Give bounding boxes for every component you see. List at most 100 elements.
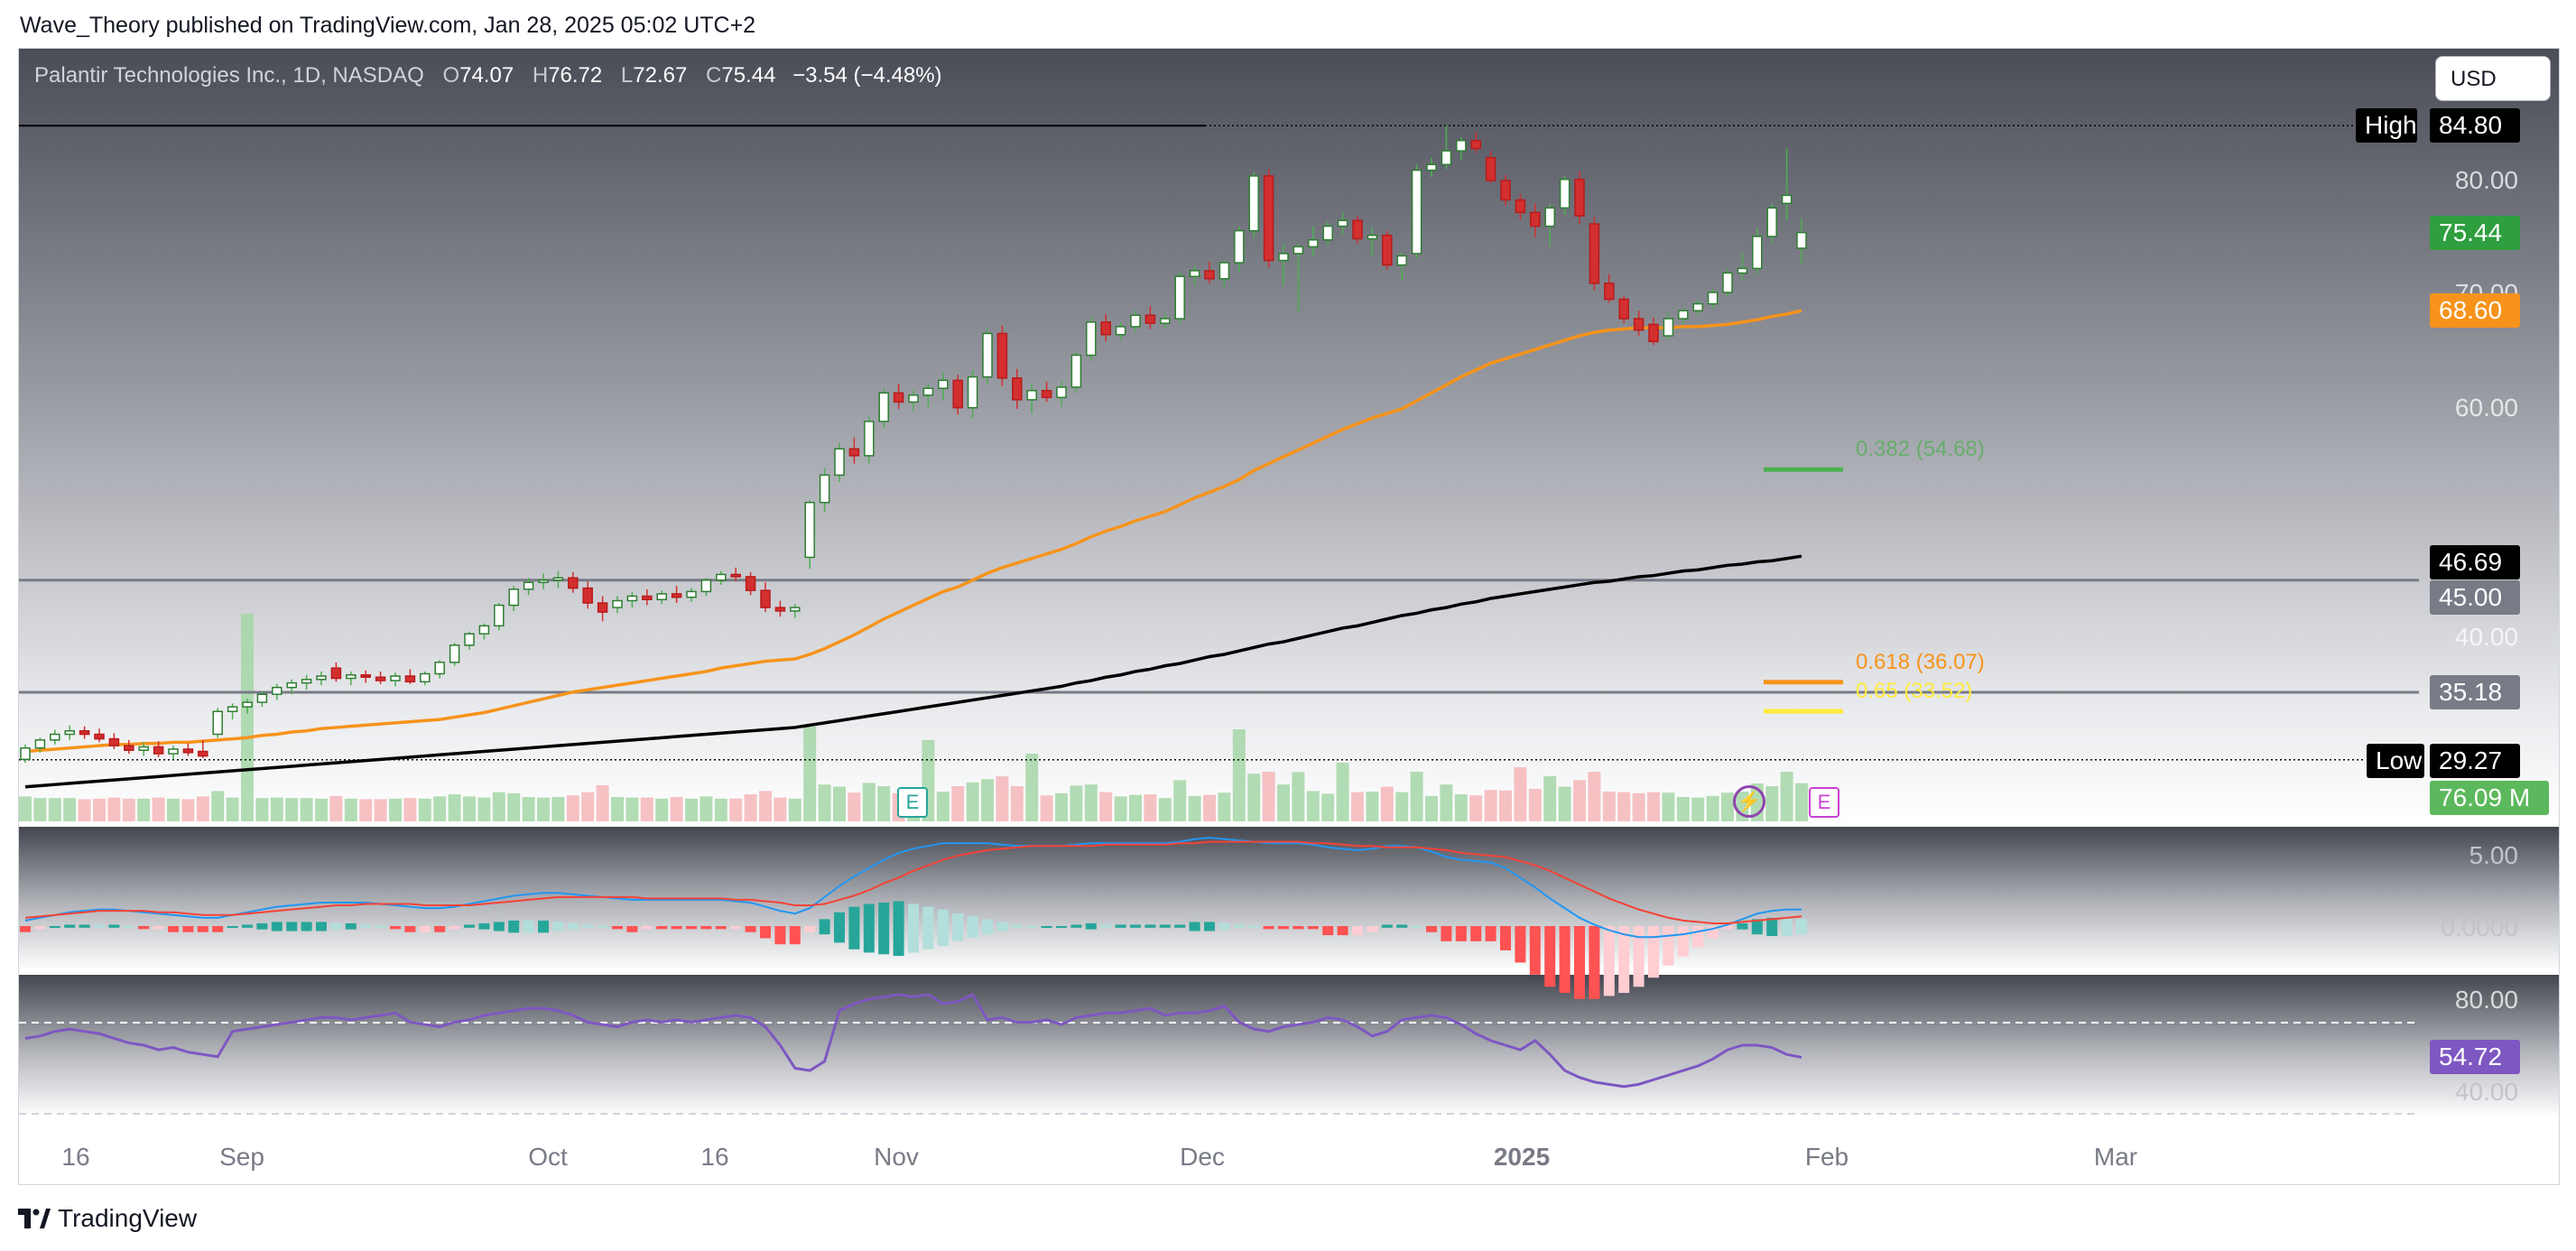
volume-bar	[241, 614, 254, 821]
candle-body	[1352, 219, 1363, 240]
x-label-dec: Dec	[1180, 1143, 1225, 1171]
volume-bar	[433, 796, 447, 821]
sma200-line	[24, 554, 1802, 789]
earnings-marker-past[interactable]: E	[897, 787, 928, 818]
macd-histogram-bar	[94, 924, 105, 928]
candle-body	[834, 448, 845, 477]
candle-body	[908, 394, 919, 403]
volume-bar	[107, 797, 121, 821]
volume-bar	[551, 797, 565, 821]
x-label-16-aug: 16	[61, 1143, 90, 1171]
x-label-16-oct: 16	[700, 1143, 729, 1171]
candle-body	[597, 602, 608, 613]
volume-bar	[403, 798, 417, 821]
tradingview-brand[interactable]: TradingView	[18, 1204, 197, 1233]
legend-change: −3.54 (−4.48%)	[792, 63, 942, 88]
volume-bar	[270, 797, 283, 821]
candle-body	[301, 679, 312, 684]
macd-histogram-bar	[878, 902, 890, 955]
volume-bar	[655, 798, 669, 821]
candle-body	[108, 737, 120, 746]
macd-histogram-bar	[1589, 926, 1600, 999]
candle-body	[1456, 139, 1467, 152]
levels-layer	[19, 125, 2419, 761]
macd-histogram-bar	[64, 924, 76, 928]
candle-body	[138, 746, 149, 751]
candle-body	[1382, 234, 1393, 266]
volume-bar	[1706, 795, 1719, 821]
volume-tag: 76.09 M	[2430, 781, 2549, 815]
macd-histogram-bar	[952, 913, 964, 941]
volume-bar	[877, 786, 891, 821]
macd-histogram-bar	[1574, 926, 1585, 999]
macd-axis-top: 5.00	[2469, 841, 2519, 869]
macd-histogram-bar	[982, 919, 993, 935]
candle-body	[938, 379, 949, 389]
macd-histogram-bar	[1677, 926, 1689, 957]
volume-bar	[63, 798, 77, 821]
volume-bar	[1454, 794, 1468, 821]
macd-histogram-bar	[434, 926, 446, 932]
volume-bar	[93, 798, 106, 821]
volume-bar	[818, 784, 831, 821]
volume-bar	[1602, 792, 1616, 821]
volume-bar	[1558, 786, 1571, 821]
macd-histogram-bar	[1011, 924, 1023, 928]
macd-histogram-bar	[686, 926, 697, 930]
candle-body	[1367, 234, 1378, 240]
volume-bar	[1055, 792, 1068, 821]
macd-histogram-bar	[1293, 926, 1304, 930]
candle-body	[626, 595, 638, 602]
volume-bar	[1306, 791, 1320, 821]
candle-body	[1322, 225, 1333, 241]
candle-body	[922, 387, 934, 396]
macd-histogram-bar	[375, 926, 386, 928]
volume-bar	[492, 792, 505, 821]
candle-body	[760, 589, 771, 608]
macd-histogram-bar	[1219, 922, 1230, 930]
price-axis-label-80: 80.00	[2454, 166, 2518, 194]
ema-line	[24, 309, 1802, 754]
macd-histogram-bar	[271, 922, 283, 931]
volume-bar	[1292, 772, 1305, 821]
volume-bar	[1588, 772, 1601, 821]
candle-body	[1144, 314, 1156, 324]
macd-histogram-bar	[1663, 926, 1674, 966]
candle-body	[1426, 163, 1437, 171]
legend-open: 74.07	[459, 63, 514, 88]
volume-bar	[744, 794, 757, 821]
legend-high: 76.72	[548, 63, 603, 88]
volume-bar	[1780, 772, 1793, 821]
macd-histogram-bar	[508, 920, 520, 933]
legend-open-label: O	[442, 63, 460, 88]
macd-histogram-bar	[182, 926, 194, 932]
volume-bar	[1025, 754, 1039, 821]
x-label-2025: 2025	[1493, 1143, 1551, 1171]
candle-body	[1189, 270, 1200, 278]
volume-bar	[137, 798, 151, 821]
candle-body	[198, 750, 208, 757]
volume-bar	[1632, 792, 1645, 821]
dividend-flash-icon[interactable]: ⚡	[1733, 785, 1765, 818]
earnings-marker-upcoming[interactable]: E	[1809, 787, 1839, 818]
candle-body	[124, 745, 134, 751]
macd-histogram-bar	[227, 926, 238, 928]
macd-histogram-bar	[789, 926, 801, 945]
candle-body	[50, 733, 60, 741]
candle-body	[330, 667, 342, 680]
x-label-nov: Nov	[874, 1143, 919, 1171]
macd-histogram-bar	[730, 926, 742, 930]
candle-body	[1086, 321, 1097, 357]
volume-bar	[581, 792, 595, 821]
candle-body	[582, 587, 593, 604]
candle-body	[1796, 231, 1807, 249]
macd-histogram-bar	[967, 916, 978, 938]
rsi-line	[24, 992, 1802, 1089]
volume-bar	[1218, 792, 1231, 821]
candle-body	[1633, 318, 1645, 331]
macd-histogram-bar	[1529, 926, 1541, 975]
macd-histogram-bar	[1322, 926, 1334, 936]
currency-selector[interactable]: USD	[2435, 56, 2551, 101]
moving-averages-layer	[24, 309, 1802, 789]
